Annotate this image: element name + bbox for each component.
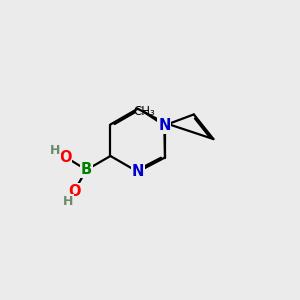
Text: N: N: [131, 164, 144, 179]
Text: N: N: [158, 118, 170, 133]
Text: O: O: [59, 149, 72, 164]
Text: CH₃: CH₃: [133, 105, 155, 119]
Text: B: B: [81, 162, 92, 177]
Text: H: H: [50, 144, 61, 157]
Text: O: O: [68, 184, 80, 199]
Text: H: H: [63, 195, 74, 208]
